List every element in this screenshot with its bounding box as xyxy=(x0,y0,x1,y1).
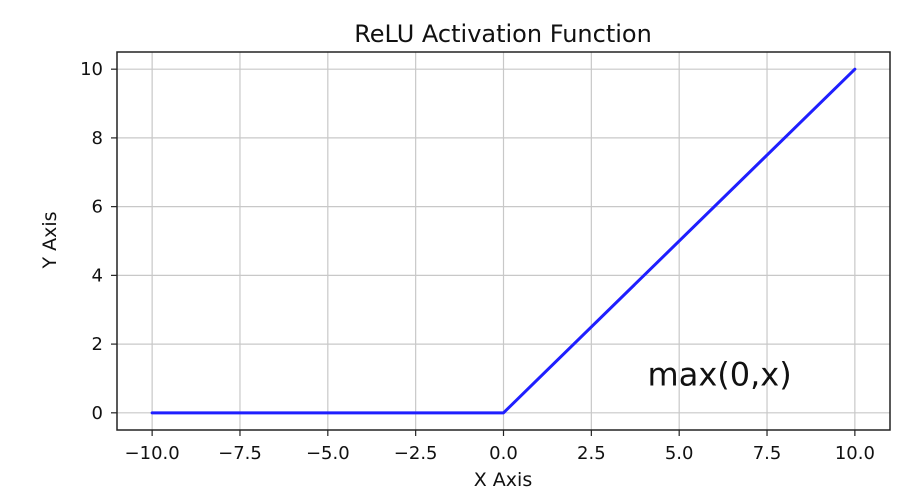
x-tick-label: 2.5 xyxy=(577,443,606,464)
series xyxy=(150,67,857,415)
y-tick-label: 0 xyxy=(92,403,103,424)
y-tick-label: 6 xyxy=(92,197,103,218)
y-tick-label: 2 xyxy=(92,334,103,355)
x-axis-label: X Axis xyxy=(474,469,532,491)
annotations: max(0,x) xyxy=(648,355,792,393)
y-tick-label: 4 xyxy=(92,265,103,286)
x-tick-label: 7.5 xyxy=(753,443,782,464)
x-tick-label: 10.0 xyxy=(835,443,875,464)
formula-annotation: max(0,x) xyxy=(648,355,792,393)
x-tick-label: −7.5 xyxy=(218,443,262,464)
y-tick-label: 10 xyxy=(80,59,103,80)
relu-line xyxy=(150,67,857,415)
x-tick-label: −2.5 xyxy=(394,443,438,464)
x-tick-label: −5.0 xyxy=(306,443,350,464)
x-tick-label: 5.0 xyxy=(665,443,694,464)
y-tick-label: 8 xyxy=(92,128,103,149)
chart-title: ReLU Activation Function xyxy=(354,20,652,48)
grid xyxy=(117,52,890,430)
ticks: −10.0 −7.5 −5.0 −2.5 0.0 2.5 5.0 7.5 10.0 0 2 4 6 8 10 xyxy=(80,59,875,464)
y-axis-label: Y Axis xyxy=(39,211,61,269)
x-tick-label: −10.0 xyxy=(125,443,180,464)
x-tick-label: 0.0 xyxy=(489,443,518,464)
